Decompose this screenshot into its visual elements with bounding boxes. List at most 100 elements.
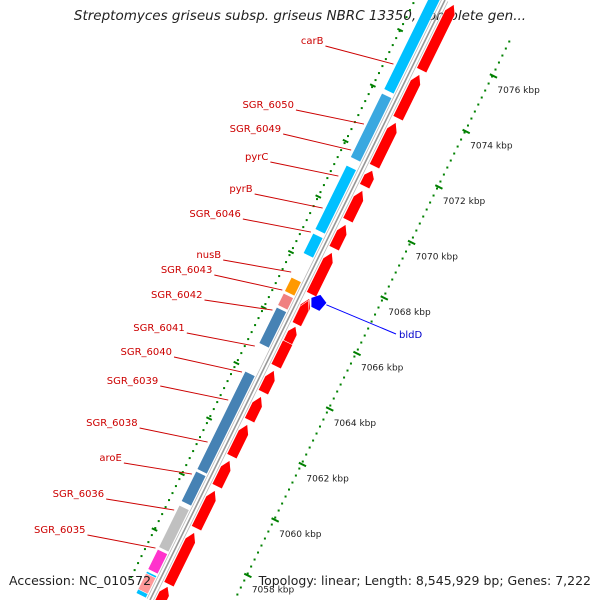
scale-dot xyxy=(322,418,325,421)
gene-label[interactable]: pyrC xyxy=(245,152,268,163)
gene-label[interactable]: nusB xyxy=(196,250,221,261)
scale-dot xyxy=(315,432,318,435)
scale-dot xyxy=(480,96,483,99)
scale-dot xyxy=(371,86,374,89)
leader-line xyxy=(204,299,273,311)
gene-label[interactable]: SGR_6039 xyxy=(107,376,159,387)
scale-dot xyxy=(277,509,280,512)
gene-arrow[interactable] xyxy=(359,168,378,190)
scale-dot xyxy=(219,394,222,397)
gene-label[interactable]: SGR_6040 xyxy=(121,347,173,358)
scale-dot xyxy=(411,236,414,239)
scale-dot xyxy=(308,446,311,449)
tick-mark xyxy=(380,295,389,301)
scale-dot xyxy=(291,481,294,484)
gene-arrow[interactable] xyxy=(416,2,459,74)
gene-arrow[interactable] xyxy=(328,222,351,252)
tick-label: 7058 kbp xyxy=(252,585,295,595)
scale-dot xyxy=(473,110,476,113)
cog-block[interactable] xyxy=(196,370,256,475)
scale-dot xyxy=(298,467,301,470)
scale-dot xyxy=(281,268,284,271)
scale-dot xyxy=(188,457,191,460)
leader-line xyxy=(106,498,175,511)
scale-dot xyxy=(349,362,352,365)
gene-arrow[interactable] xyxy=(191,488,220,532)
cog-block[interactable] xyxy=(350,92,393,163)
gene-label[interactable]: SGR_6035 xyxy=(34,525,86,536)
tick-mark xyxy=(462,128,471,135)
gene-arrow[interactable] xyxy=(291,298,313,328)
scale-dot xyxy=(405,250,408,253)
scale-dot xyxy=(367,93,370,96)
gene-arrow[interactable] xyxy=(211,458,235,490)
leader-line xyxy=(325,45,394,65)
scale-dot xyxy=(346,369,349,372)
gene-arrow[interactable] xyxy=(342,188,368,224)
scale-dot xyxy=(402,23,405,26)
gene-arrow[interactable] xyxy=(282,324,300,346)
cog-block[interactable] xyxy=(284,276,302,297)
scale-dot xyxy=(178,478,181,481)
gene-label[interactable]: SGR_6043 xyxy=(161,265,213,276)
scale-dot xyxy=(442,173,445,176)
cog-block[interactable] xyxy=(314,164,357,235)
tick-mark xyxy=(178,471,185,477)
cog-track xyxy=(135,0,442,599)
leader-line xyxy=(87,534,156,549)
gene-arrow[interactable] xyxy=(244,394,267,424)
scale-dot xyxy=(326,177,329,180)
gene-label[interactable]: carB xyxy=(301,36,324,47)
scale-dot xyxy=(271,289,274,292)
leader-line xyxy=(123,462,192,475)
gene-label[interactable]: SGR_6042 xyxy=(151,290,203,301)
scale-dot xyxy=(291,247,294,250)
tick-mark xyxy=(369,83,376,88)
cog-block[interactable] xyxy=(302,232,324,259)
cog-block[interactable] xyxy=(277,292,294,311)
scale-dot xyxy=(357,114,360,117)
gene-label[interactable]: aroE xyxy=(99,453,121,464)
gene-arrow[interactable] xyxy=(392,72,425,122)
scale-dot xyxy=(466,124,469,127)
scale-dot xyxy=(253,558,256,561)
scale-dot xyxy=(267,530,270,533)
scale-dot xyxy=(360,107,363,110)
gene-label[interactable]: SGR_6046 xyxy=(189,209,241,220)
scale-dot xyxy=(487,82,490,85)
scale-dot xyxy=(387,285,390,288)
tick-label: 7068 kbp xyxy=(388,308,431,318)
gene-arrow[interactable] xyxy=(306,250,337,298)
gene-label[interactable]: SGR_6036 xyxy=(53,489,105,500)
scale-dot xyxy=(137,562,140,565)
gene-track xyxy=(153,2,459,600)
gene-arrow[interactable] xyxy=(226,422,253,460)
gene-arrow[interactable] xyxy=(257,368,279,396)
scale-dot xyxy=(263,537,266,540)
gene-arrow[interactable] xyxy=(153,584,173,600)
gene-label[interactable]: SGR_6050 xyxy=(242,100,294,111)
gene-label[interactable]: SGR_6038 xyxy=(86,418,138,429)
bldd-label[interactable]: bldD xyxy=(399,330,422,341)
scale-ticks: 7076 kbp 7074 kbp 7072 kbp 7070 kbp 7068 kbp… xyxy=(151,27,540,595)
scale-dot xyxy=(212,408,215,411)
bldd-marker[interactable] xyxy=(311,294,327,311)
cog-block[interactable] xyxy=(137,572,157,595)
scale-dot xyxy=(243,579,246,582)
scale-dot xyxy=(491,75,494,78)
gene-arrow[interactable] xyxy=(368,120,401,170)
cog-block[interactable] xyxy=(180,470,207,507)
cog-block[interactable] xyxy=(258,306,287,349)
tick-mark xyxy=(352,350,362,357)
cog-block[interactable] xyxy=(158,504,190,553)
scale-dot xyxy=(395,37,398,40)
cog-block[interactable] xyxy=(383,0,442,95)
scale-dot xyxy=(422,215,425,218)
cog-block[interactable] xyxy=(147,548,168,575)
gene-label[interactable]: pyrB xyxy=(229,184,252,195)
gene-label[interactable]: SGR_6041 xyxy=(133,323,185,334)
gene-arrow[interactable] xyxy=(163,530,199,588)
gene-label[interactable]: SGR_6049 xyxy=(230,124,282,135)
leader-line xyxy=(139,427,208,443)
